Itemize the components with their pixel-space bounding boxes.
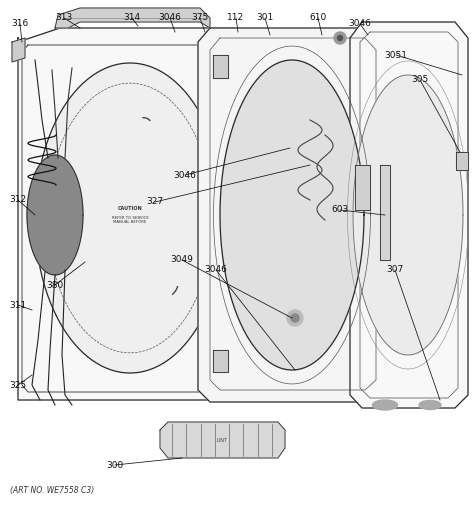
Polygon shape — [27, 155, 83, 275]
Text: LINT: LINT — [217, 437, 228, 442]
Text: 3046: 3046 — [159, 14, 182, 23]
Ellipse shape — [419, 400, 441, 410]
Text: 312: 312 — [9, 195, 27, 205]
Text: 380: 380 — [46, 280, 64, 289]
Circle shape — [334, 32, 346, 44]
Text: 316: 316 — [11, 20, 28, 28]
Polygon shape — [213, 350, 228, 372]
Text: REFER TO SERVICE
MANUAL BEFORE: REFER TO SERVICE MANUAL BEFORE — [111, 216, 148, 224]
Text: 325: 325 — [9, 380, 27, 389]
Polygon shape — [220, 60, 364, 370]
Polygon shape — [350, 22, 468, 408]
Text: 311: 311 — [9, 300, 27, 310]
Text: (ART NO. WE7558 C3): (ART NO. WE7558 C3) — [10, 485, 94, 494]
Text: 327: 327 — [146, 197, 164, 207]
Text: 313: 313 — [55, 14, 73, 23]
Polygon shape — [35, 63, 225, 373]
Polygon shape — [12, 38, 25, 62]
Text: 3046: 3046 — [348, 20, 372, 28]
Polygon shape — [355, 165, 370, 210]
Text: 375: 375 — [191, 14, 209, 23]
Text: 3046: 3046 — [173, 171, 196, 179]
Text: 610: 610 — [310, 14, 327, 23]
Circle shape — [287, 310, 303, 326]
Text: 301: 301 — [256, 14, 273, 23]
Text: 603: 603 — [331, 206, 348, 215]
Ellipse shape — [373, 400, 398, 410]
Polygon shape — [198, 28, 388, 402]
Circle shape — [291, 314, 299, 322]
Text: CAUTION: CAUTION — [118, 206, 142, 211]
Text: 307: 307 — [386, 266, 404, 275]
Polygon shape — [456, 152, 468, 170]
Text: 305: 305 — [411, 76, 428, 84]
Text: 300: 300 — [106, 461, 124, 470]
Text: 112: 112 — [228, 14, 245, 23]
Polygon shape — [55, 8, 210, 28]
Polygon shape — [353, 75, 463, 355]
Polygon shape — [380, 165, 390, 260]
Text: 3051: 3051 — [384, 50, 408, 60]
Polygon shape — [213, 55, 228, 78]
Circle shape — [337, 35, 343, 40]
Polygon shape — [18, 28, 248, 400]
Text: 3049: 3049 — [171, 256, 193, 265]
Text: 314: 314 — [123, 14, 141, 23]
Text: 3046: 3046 — [205, 266, 228, 275]
Polygon shape — [160, 422, 285, 458]
